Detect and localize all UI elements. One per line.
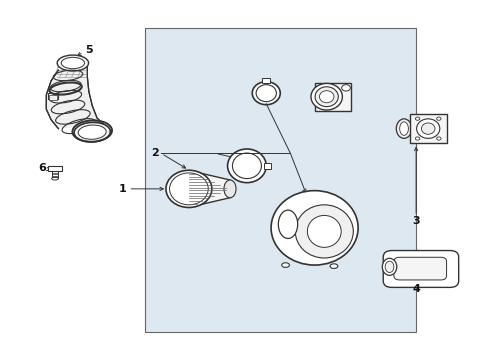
Ellipse shape (224, 180, 236, 198)
Ellipse shape (319, 91, 333, 103)
FancyBboxPatch shape (393, 257, 446, 280)
Text: 1: 1 (119, 184, 126, 194)
Ellipse shape (227, 149, 265, 183)
Ellipse shape (252, 82, 280, 105)
Ellipse shape (270, 191, 357, 265)
Bar (48, 166, 62, 171)
Ellipse shape (414, 137, 419, 140)
Ellipse shape (436, 137, 440, 140)
Ellipse shape (52, 177, 58, 180)
Ellipse shape (414, 117, 419, 120)
Bar (145, 28, 415, 332)
Ellipse shape (256, 85, 276, 102)
Ellipse shape (307, 215, 341, 247)
Polygon shape (188, 170, 229, 207)
Ellipse shape (421, 123, 434, 134)
Ellipse shape (74, 122, 110, 142)
Ellipse shape (436, 117, 440, 120)
Ellipse shape (416, 119, 439, 138)
Bar (262, 78, 269, 82)
Bar (409, 114, 446, 144)
Ellipse shape (278, 210, 297, 238)
Ellipse shape (385, 261, 393, 273)
Ellipse shape (61, 57, 84, 69)
Ellipse shape (78, 125, 106, 139)
Text: 3: 3 (411, 216, 419, 226)
Text: 2: 2 (151, 148, 159, 158)
Polygon shape (46, 67, 104, 129)
Bar (264, 163, 270, 168)
Text: 4: 4 (411, 284, 419, 294)
FancyBboxPatch shape (383, 251, 458, 287)
Bar (314, 82, 350, 111)
Ellipse shape (232, 153, 261, 179)
Text: 6: 6 (39, 163, 46, 172)
Ellipse shape (57, 55, 88, 71)
Bar (48, 93, 58, 99)
Ellipse shape (169, 173, 208, 205)
Ellipse shape (329, 264, 337, 269)
Ellipse shape (341, 85, 350, 91)
Bar (49, 95, 57, 100)
Text: 5: 5 (85, 45, 92, 55)
Ellipse shape (382, 258, 396, 275)
Ellipse shape (399, 122, 407, 135)
Ellipse shape (281, 263, 289, 267)
Ellipse shape (395, 119, 411, 138)
Ellipse shape (310, 84, 342, 110)
Ellipse shape (314, 87, 338, 107)
Ellipse shape (165, 170, 211, 207)
Ellipse shape (295, 205, 352, 258)
